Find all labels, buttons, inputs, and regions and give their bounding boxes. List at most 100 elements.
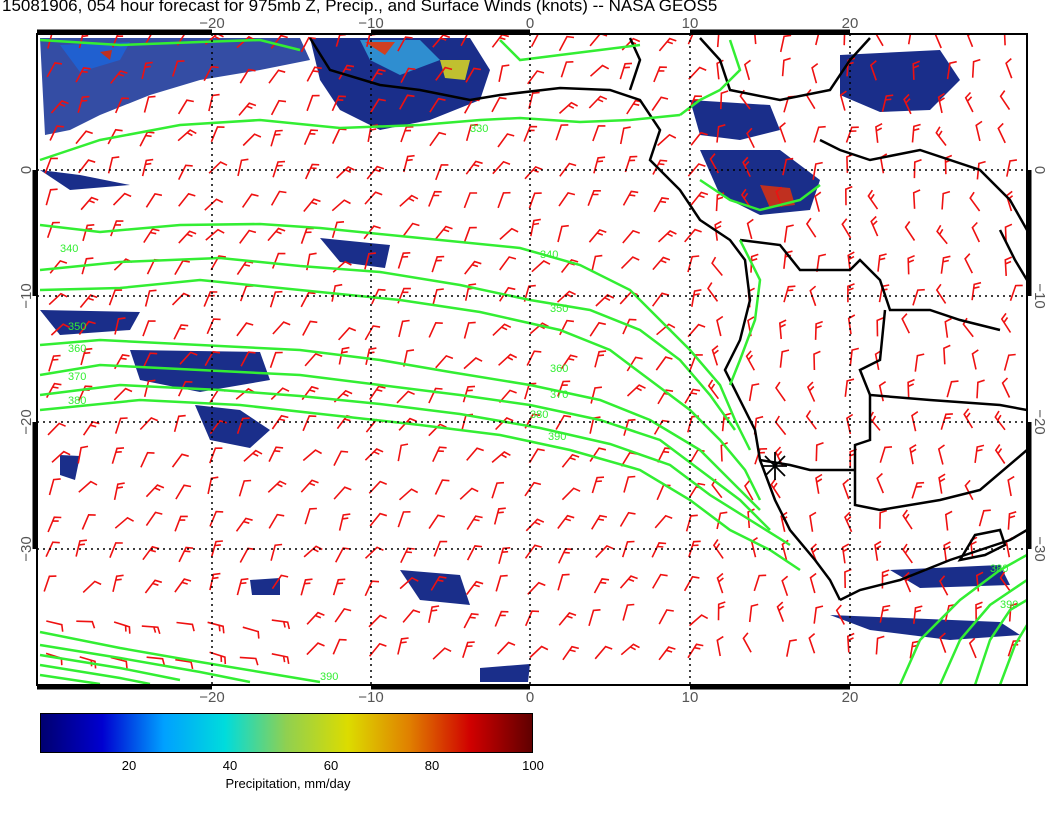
wind-barb bbox=[400, 126, 414, 143]
wind-barb bbox=[559, 162, 577, 177]
wind-barb bbox=[964, 91, 974, 113]
colorbar-tick-label: 60 bbox=[323, 758, 339, 773]
map-title: 15081906, 054 hour forecast for 975mb Z,… bbox=[2, 0, 718, 15]
wind-barb bbox=[744, 480, 754, 501]
wind-barb bbox=[844, 568, 852, 589]
wind-barb bbox=[623, 475, 636, 493]
wind-barb bbox=[204, 198, 224, 211]
wind-barb bbox=[272, 160, 286, 178]
wind-barb bbox=[466, 580, 484, 595]
wind-barb bbox=[943, 541, 951, 562]
wind-barb bbox=[270, 190, 287, 206]
wind-barb bbox=[1000, 312, 1012, 333]
wind-barb bbox=[844, 378, 855, 397]
wind-barb bbox=[306, 66, 322, 82]
wind-barb bbox=[48, 292, 68, 306]
wind-barb bbox=[399, 576, 419, 590]
wind-barb bbox=[492, 160, 511, 175]
wind-barb bbox=[944, 510, 953, 531]
wind-barb bbox=[142, 320, 156, 337]
lat-labels-left: 0 −10 −20 −30 bbox=[18, 166, 35, 562]
wind-barb bbox=[139, 416, 159, 431]
wind-barb bbox=[114, 97, 130, 114]
wind-barb bbox=[81, 257, 94, 275]
lat-label: 0 bbox=[18, 166, 35, 174]
wind-barb bbox=[174, 259, 190, 276]
wind-barb bbox=[747, 508, 755, 529]
wind-barb bbox=[593, 578, 610, 594]
wind-barb bbox=[707, 379, 720, 400]
lat-label: −30 bbox=[1031, 536, 1048, 561]
wind-barb bbox=[909, 444, 917, 465]
contour-label: 390 bbox=[548, 431, 566, 443]
wind-barb bbox=[907, 378, 915, 399]
wind-barb bbox=[270, 99, 287, 116]
wind-barb bbox=[619, 575, 638, 589]
wind-barb bbox=[748, 603, 759, 623]
wind-barb bbox=[429, 97, 446, 113]
wind-barb bbox=[77, 95, 90, 113]
wind-barb bbox=[595, 544, 614, 558]
wind-barbs bbox=[43, 34, 1023, 670]
wind-barb bbox=[943, 344, 951, 365]
wind-barb bbox=[912, 60, 921, 80]
wind-barb bbox=[902, 509, 913, 530]
wind-barb bbox=[775, 381, 786, 402]
wind-barb bbox=[303, 129, 319, 146]
wind-barb bbox=[80, 196, 99, 211]
wind-barb bbox=[364, 448, 384, 461]
wind-barb bbox=[968, 637, 977, 659]
wind-barb bbox=[175, 484, 192, 500]
wind-barb bbox=[463, 612, 479, 629]
wind-barb bbox=[399, 94, 415, 110]
wind-barb bbox=[50, 323, 70, 336]
wind-barb bbox=[775, 186, 783, 208]
wind-barb bbox=[239, 229, 257, 244]
wind-barb bbox=[143, 379, 156, 397]
wind-barb bbox=[463, 357, 483, 370]
wind-barb bbox=[594, 645, 613, 660]
wind-barb bbox=[657, 133, 677, 147]
wind-barb bbox=[145, 484, 165, 498]
wind-barb bbox=[45, 188, 58, 206]
wind-barb bbox=[304, 507, 317, 525]
wind-barb bbox=[113, 482, 125, 501]
wind-barb bbox=[145, 511, 163, 527]
wind-barb bbox=[146, 656, 166, 666]
wind-barb bbox=[107, 128, 123, 145]
wind-barb bbox=[43, 575, 57, 592]
wind-barb bbox=[498, 547, 511, 565]
wind-barb bbox=[432, 288, 444, 306]
wind-barb bbox=[939, 575, 949, 596]
wind-barb bbox=[432, 446, 447, 463]
wind-barb bbox=[300, 36, 316, 53]
wind-barb bbox=[209, 651, 227, 665]
wind-barb bbox=[236, 417, 250, 434]
wind-barb bbox=[107, 156, 120, 174]
wind-barb bbox=[435, 225, 453, 240]
wind-barb bbox=[175, 658, 194, 670]
wind-barb bbox=[268, 513, 285, 529]
map-border bbox=[32, 29, 1032, 690]
wind-barb bbox=[498, 389, 517, 404]
wind-barb bbox=[976, 379, 985, 399]
wind-barb bbox=[338, 513, 351, 531]
wind-barb bbox=[716, 34, 720, 48]
wind-barb bbox=[971, 281, 982, 301]
wind-barb bbox=[403, 349, 415, 367]
wind-barb bbox=[815, 442, 824, 462]
wind-barb bbox=[1007, 511, 1017, 530]
wind-barb bbox=[907, 254, 915, 275]
wind-barb bbox=[874, 349, 882, 371]
wind-barb bbox=[740, 188, 752, 209]
wind-barb bbox=[238, 479, 252, 497]
wind-barb bbox=[690, 131, 708, 146]
wind-barb bbox=[835, 604, 846, 625]
wind-barb bbox=[306, 642, 325, 656]
wind-barb bbox=[302, 415, 317, 432]
wind-barb bbox=[867, 189, 879, 210]
wind-barb bbox=[847, 251, 855, 272]
wind-barb bbox=[691, 289, 702, 307]
wind-barb bbox=[110, 656, 128, 669]
wind-barb bbox=[623, 418, 636, 436]
